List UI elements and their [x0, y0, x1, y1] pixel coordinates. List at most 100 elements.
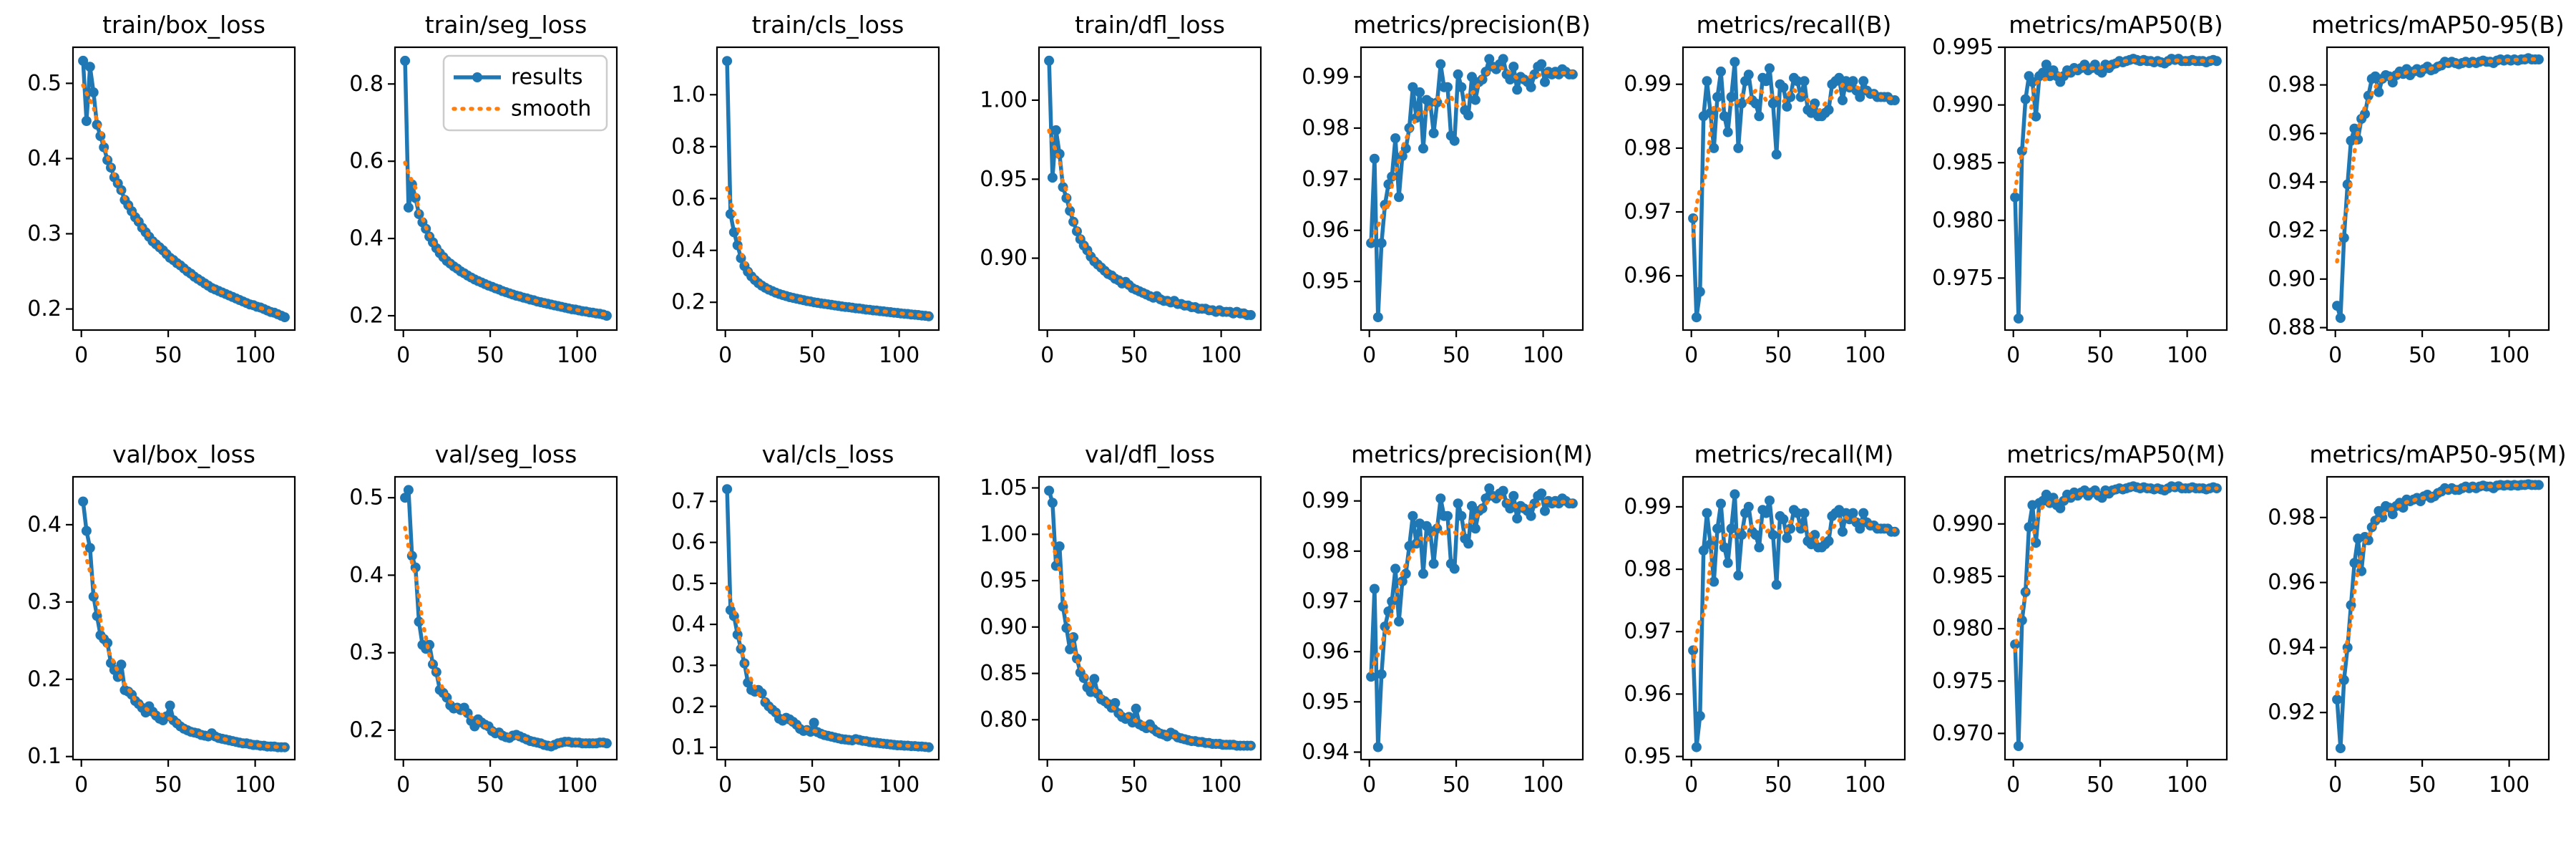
results-marker [1443, 82, 1453, 92]
legend-smooth-label: smooth [511, 97, 591, 122]
smooth-line [1369, 64, 1575, 243]
y-tick-label: 0.95 [980, 167, 1028, 192]
y-axis-ticks: 0.2 0.3 0.4 0.5 [349, 485, 395, 742]
y-tick-label: 0.6 [671, 530, 706, 555]
x-tick-label: 50 [155, 773, 182, 798]
plot-border [1038, 46, 1262, 331]
results-marker [1047, 498, 1058, 508]
results-marker [1848, 508, 1858, 518]
results-marker [1425, 97, 1435, 108]
subplot-canvas: metrics/recall(B) 0.96 0.97 0.98 0.99 0 50 100 [1624, 11, 1906, 368]
results-marker [1858, 76, 1869, 87]
y-axis-ticks: 0.90 0.95 1.00 [980, 87, 1039, 271]
results-marker [1743, 501, 1754, 512]
results-marker [84, 62, 95, 72]
y-tick-label: 0.990 [1932, 92, 1994, 117]
x-tick-label: 0 [1684, 773, 1698, 798]
y-tick-label: 0.4 [349, 226, 384, 251]
results-marker [1394, 616, 1404, 627]
x-tick-label: 0 [396, 773, 410, 798]
x-tick-label: 100 [1845, 343, 1885, 368]
subplot-canvas: metrics/precision(M) 0.94 0.95 0.96 0.97 0.98… [1302, 440, 1593, 798]
results-marker [1435, 59, 1446, 69]
y-tick-label: 1.0 [671, 82, 706, 107]
plot-border [1038, 475, 1262, 761]
y-tick-label: 0.975 [1932, 266, 1994, 291]
subplot-metrics-map50-95-b: metrics/mAP50-95(B) 0.88 0.90 0.92 0.94 0.96 0… [2254, 0, 2576, 430]
y-tick-label: 0.98 [1302, 115, 1350, 140]
subplot-canvas: train/dfl_loss 0.90 0.95 1.00 0 50 100 [980, 11, 1262, 368]
x-axis-ticks: 0 50 100 [1040, 330, 1241, 368]
x-tick-label: 50 [2409, 343, 2436, 368]
subplot-title: metrics/mAP50(M) [2006, 440, 2225, 468]
subplot-canvas: val/seg_loss 0.2 0.3 0.4 0.5 0 50 100 [349, 440, 618, 798]
results-marker [1792, 76, 1802, 87]
results-marker [1799, 76, 1810, 87]
y-axis-ticks: 0.95 0.96 0.97 0.98 0.99 [1624, 494, 1683, 769]
results-marker [1743, 69, 1754, 80]
y-tick-label: 0.4 [27, 146, 62, 171]
y-tick-label: 0.4 [27, 512, 62, 537]
results-marker [1855, 92, 1865, 102]
results-marker [2332, 694, 2343, 704]
results-marker [1428, 558, 1439, 569]
results-marker [1719, 111, 1729, 122]
results-marker [1691, 742, 1702, 752]
y-tick-label: 0.2 [349, 717, 384, 742]
results-markers [2010, 54, 2222, 324]
y-axis-ticks: 0.1 0.2 0.3 0.4 0.5 0.6 0.7 [671, 489, 717, 760]
results-marker [1512, 84, 1523, 95]
results-marker [1508, 490, 1519, 501]
y-tick-label: 0.8 [671, 134, 706, 159]
y-tick-label: 0.7 [671, 489, 706, 514]
results-marker [1810, 530, 1820, 541]
y-tick-label: 0.94 [2268, 635, 2316, 660]
subplot-canvas: val/cls_loss 0.1 0.2 0.3 0.4 0.5 0.6 0.7 0 50 100 [671, 440, 940, 798]
x-tick-label: 100 [235, 773, 275, 798]
y-tick-label: 0.97 [1624, 200, 1672, 225]
results-marker [1449, 135, 1460, 146]
x-tick-label: 50 [799, 773, 826, 798]
smooth-line [81, 83, 287, 317]
results-marker [1390, 563, 1401, 574]
results-marker [1131, 703, 1141, 714]
y-axis-ticks: 0.94 0.95 0.96 0.97 0.98 0.99 [1302, 488, 1361, 765]
results-marker [1729, 57, 1740, 67]
smooth-line [725, 585, 931, 749]
y-tick-label: 0.980 [1932, 616, 1994, 641]
results-marker [1407, 82, 1418, 92]
results-marker [2387, 509, 2398, 520]
results-marker [1771, 579, 1782, 590]
results-marker [1716, 66, 1726, 77]
results-marker [2013, 313, 2024, 324]
y-tick-label: 0.2 [671, 290, 706, 315]
subplot-canvas: val/box_loss 0.1 0.2 0.3 0.4 0 50 100 [27, 440, 296, 798]
x-tick-label: 50 [155, 343, 182, 368]
x-axis-ticks: 0 50 100 [718, 760, 919, 798]
y-tick-label: 0.97 [1302, 167, 1350, 192]
y-tick-label: 0.96 [1302, 639, 1350, 664]
y-tick-label: 0.90 [980, 614, 1028, 639]
y-tick-label: 0.96 [1302, 218, 1350, 243]
subplot-canvas: metrics/precision(B) 0.95 0.96 0.97 0.98 0.99… [1302, 11, 1591, 368]
results-marker [1372, 312, 1383, 323]
results-marker [1453, 498, 1463, 509]
results-marker [1376, 669, 1387, 679]
x-tick-label: 100 [1201, 343, 1241, 368]
y-tick-label: 0.6 [349, 149, 384, 174]
y-tick-label: 0.2 [671, 694, 706, 719]
y-tick-label: 0.80 [980, 707, 1028, 732]
results-marker [81, 116, 92, 126]
y-tick-label: 0.85 [980, 661, 1028, 686]
x-tick-label: 100 [1845, 773, 1885, 798]
results-markers [722, 56, 934, 321]
x-tick-label: 50 [1121, 343, 1148, 368]
y-tick-label: 0.1 [671, 735, 706, 760]
y-tick-label: 0.985 [1932, 564, 1994, 589]
y-tick-label: 0.995 [1932, 35, 1994, 60]
x-tick-label: 0 [2328, 773, 2342, 798]
x-tick-label: 0 [74, 773, 88, 798]
results-marker [1470, 95, 1480, 105]
subplot-canvas: metrics/mAP50-95(M) 0.92 0.94 0.96 0.98 0 50 10… [2268, 440, 2566, 798]
